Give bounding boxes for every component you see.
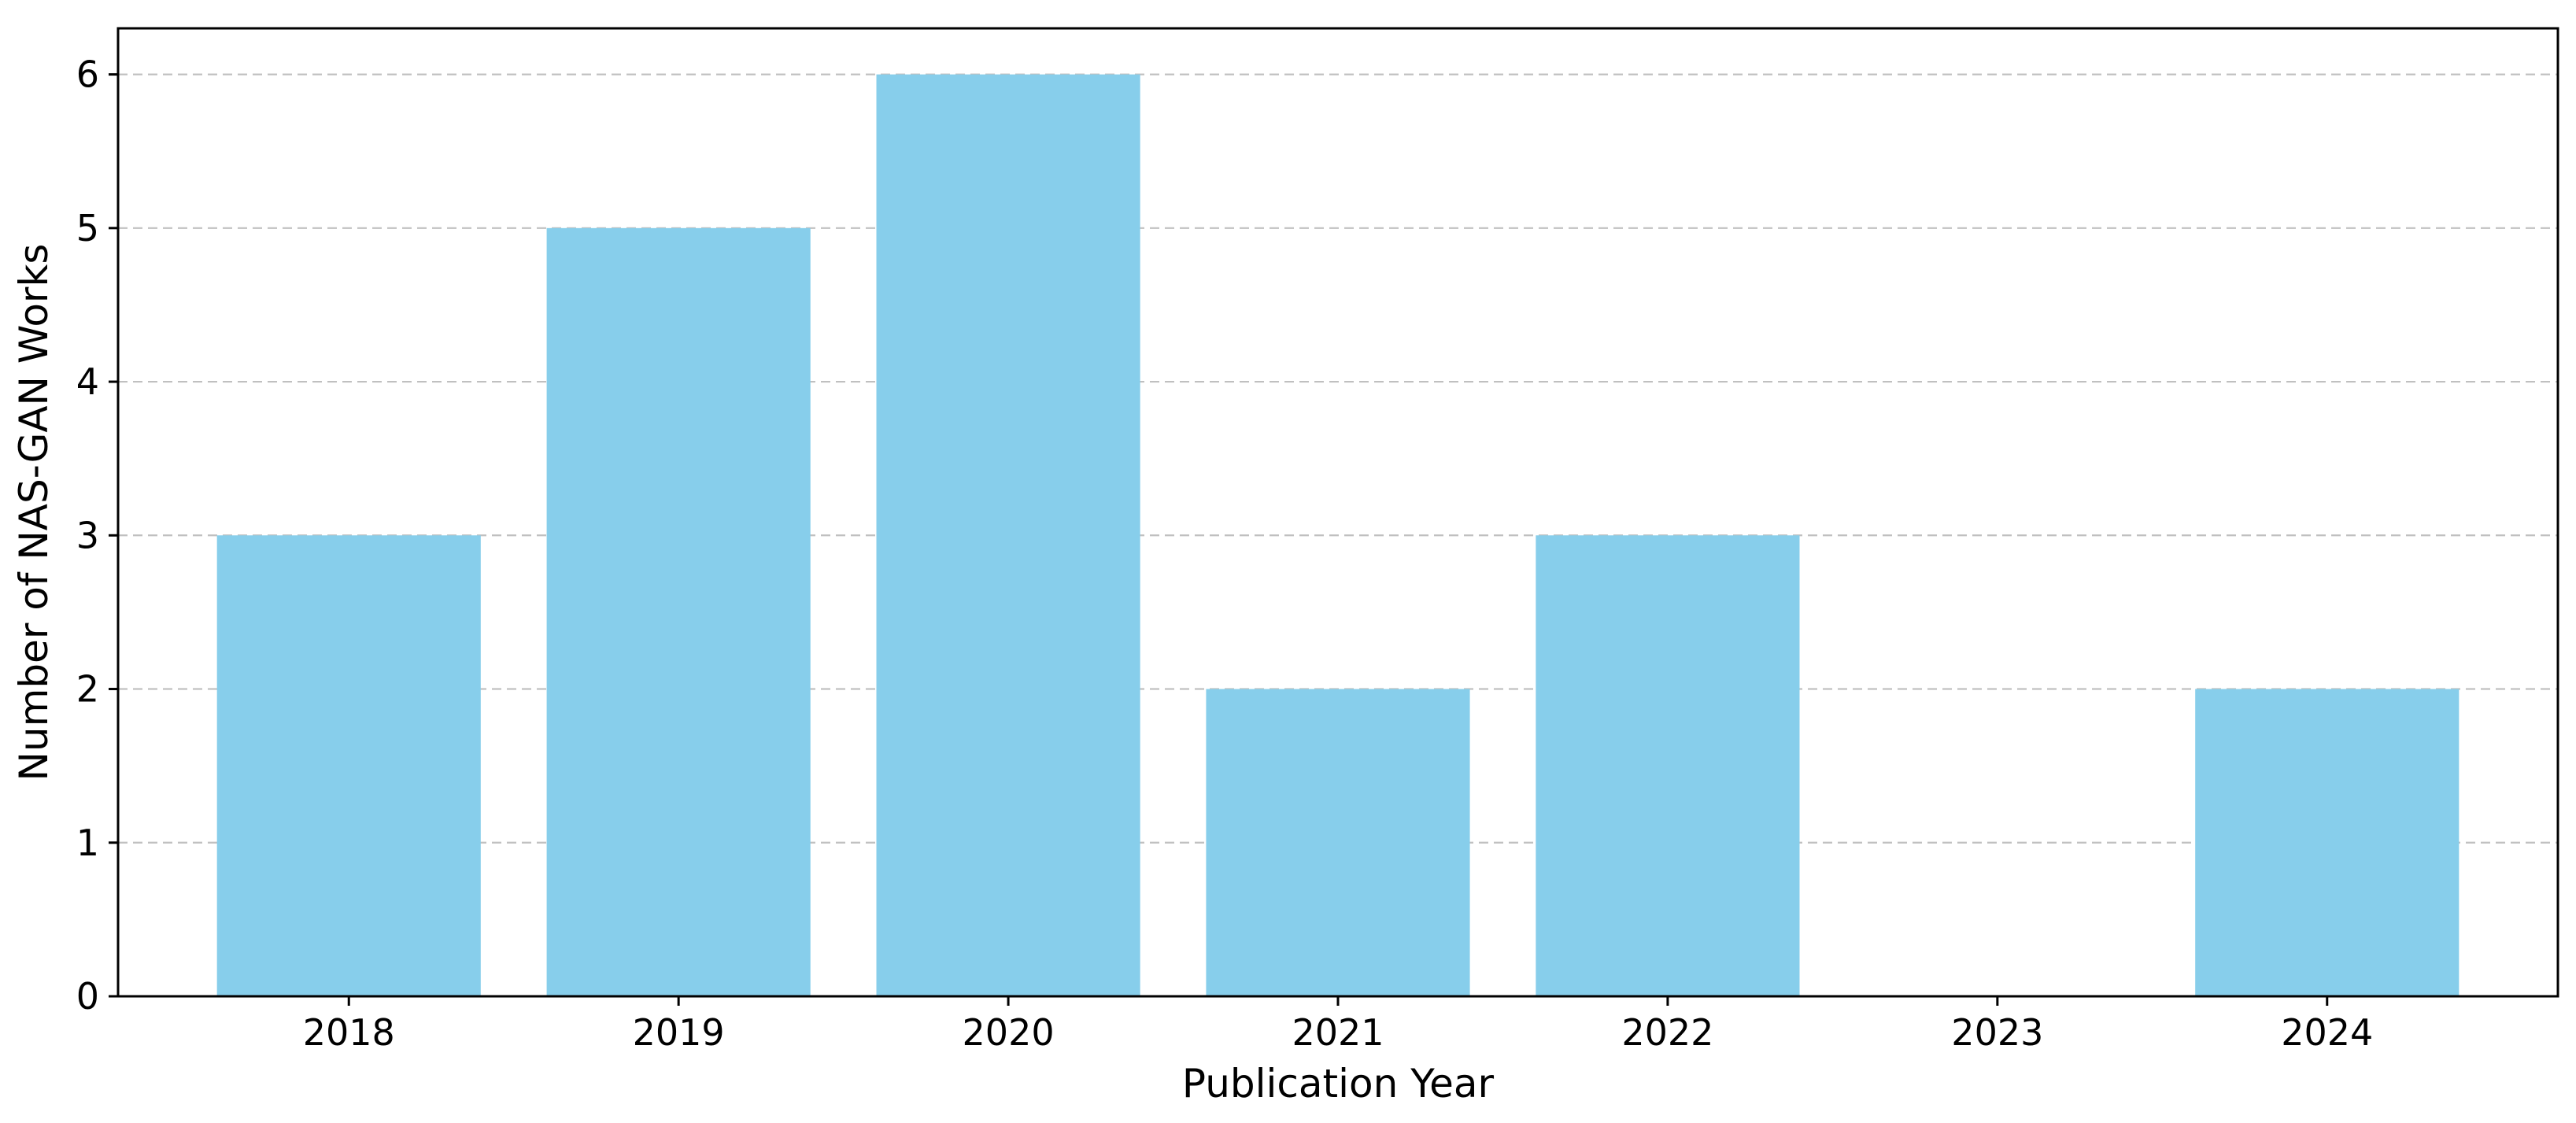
x-tick-label: 2022 xyxy=(1621,1011,1713,1054)
y-axis-label: Number of NAS-GAN Works xyxy=(11,244,57,781)
bar-2021 xyxy=(1206,689,1470,996)
x-tick-label: 2020 xyxy=(963,1011,1055,1054)
x-tick-label: 2024 xyxy=(2281,1011,2373,1054)
y-tick-label: 0 xyxy=(76,975,99,1018)
y-tick-label: 2 xyxy=(76,668,99,711)
y-axis-ticks: 0 1 2 3 4 5 6 xyxy=(76,54,118,1018)
bars-layer xyxy=(216,74,2460,997)
y-tick-label: 5 xyxy=(76,207,99,249)
bar-2024 xyxy=(2195,689,2460,996)
x-tick-label: 2018 xyxy=(303,1011,395,1054)
y-tick-label: 1 xyxy=(76,822,99,864)
x-axis-label: Publication Year xyxy=(1182,1061,1495,1106)
x-axis-ticks: 2018 2019 2020 2021 2022 2023 2024 xyxy=(303,996,2373,1054)
bar-2019 xyxy=(546,227,811,996)
y-tick-label: 4 xyxy=(76,360,99,403)
bar-2018 xyxy=(216,535,481,996)
y-tick-label: 6 xyxy=(76,54,99,96)
y-tick-label: 3 xyxy=(76,514,99,556)
bar-2020 xyxy=(876,74,1140,997)
x-tick-label: 2023 xyxy=(1951,1011,2043,1054)
x-tick-label: 2021 xyxy=(1292,1011,1384,1054)
bar-2022 xyxy=(1536,535,1800,996)
x-tick-label: 2019 xyxy=(633,1011,725,1054)
